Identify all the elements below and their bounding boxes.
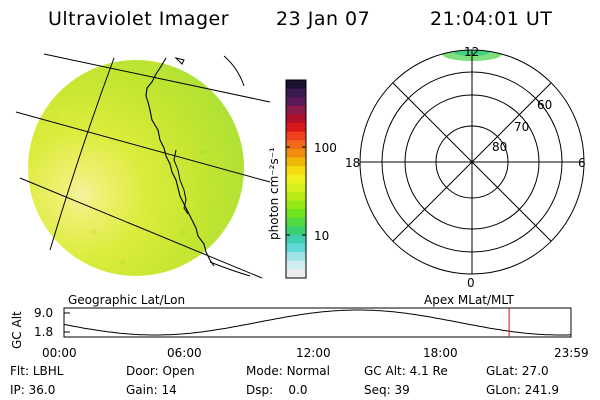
colorbar-stripe [286, 174, 306, 184]
grid-line [49, 57, 115, 251]
info-dsp: Dsp: 0.0 [246, 383, 308, 397]
mlt-label-6: 6 [578, 156, 586, 170]
colorbar-stripe [286, 157, 306, 167]
peninsula-coastline [173, 149, 189, 215]
colorbar-stripe [286, 105, 306, 116]
mlt-label-0: 0 [467, 276, 475, 290]
colorbar-stripes [286, 80, 306, 279]
colorbar-stripe [286, 123, 306, 133]
colorbar-stripe [286, 226, 306, 236]
globe-disk [28, 60, 244, 276]
grid-line [209, 261, 251, 277]
altitude-curve [63, 309, 572, 336]
polar-diagonal [392, 82, 552, 242]
mlat-label-80: 80 [492, 140, 508, 154]
info-mode: Mode: Normal [246, 364, 330, 378]
colorbar-stripe [286, 166, 306, 176]
polar-plot [359, 49, 585, 275]
grid-line [223, 55, 245, 87]
grid-line [19, 177, 263, 279]
timeline-ytick-1-8: 1.8 [34, 325, 54, 339]
colorbar-stripe [286, 243, 306, 253]
colorbar-stripe [286, 260, 306, 270]
date-label: 23 Jan 07 [276, 8, 371, 30]
info-glon: GLon: 241.9 [486, 383, 559, 397]
colorbar-stripe [286, 234, 306, 245]
colorbar-stripe [286, 88, 306, 98]
info-ip: IP: 36.0 [10, 383, 56, 397]
timeline-ytick-9: 9.0 [34, 306, 54, 320]
colorbar-stripe [286, 114, 306, 124]
info-glat: GLat: 27.0 [486, 364, 549, 378]
colorbar-stripe [286, 80, 306, 90]
geographic-globe [15, 53, 271, 279]
timeline-xtick-1800: 18:00 [423, 346, 458, 360]
mlat-label-70: 70 [514, 120, 530, 134]
info-door: Door: Open [126, 364, 195, 378]
instrument-title: Ultraviolet Imager [48, 8, 230, 30]
altitude-timeline [63, 307, 572, 338]
colorbar-stripe [286, 131, 306, 141]
timeline-xtick-0000: 00:00 [42, 346, 77, 360]
mlt-label-18: 18 [345, 156, 361, 170]
colorbar-stripe [286, 97, 306, 107]
colorbar-tick-100: 100 [314, 141, 337, 155]
colorbar-stripe [286, 183, 306, 193]
info-gain: Gain: 14 [126, 383, 177, 397]
colorbar-stripe [286, 200, 306, 210]
colorbar-stripe [286, 191, 306, 202]
mlat-label-60: 60 [537, 98, 553, 112]
colorbar [285, 79, 307, 279]
colorbar-stripe [286, 252, 306, 262]
info-seq: Seq: 39 [364, 383, 410, 397]
colorbar-stripe [286, 148, 306, 159]
geographic-panel-label: Geographic Lat/Lon [68, 293, 186, 307]
coastline [145, 57, 215, 267]
colorbar-stripe [286, 140, 306, 150]
info-filter: Flt: LBHL [10, 364, 64, 378]
timeline-xtick-2359: 23:59 [554, 346, 589, 360]
timeline-ylabel: GC Alt [10, 311, 24, 349]
colorbar-unit-label: photon cm⁻²s⁻¹ [267, 147, 281, 240]
timeline-xtick-1200: 12:00 [296, 346, 331, 360]
mlt-label-12: 12 [464, 45, 480, 59]
info-gc-alt: GC Alt: 4.1 Re [364, 364, 448, 378]
time-label: 21:04:01 UT [430, 8, 553, 30]
colorbar-stripe [286, 217, 306, 227]
colorbar-tick-10: 10 [314, 229, 330, 243]
grid-line [43, 53, 271, 103]
timeline-xtick-0600: 06:00 [167, 346, 202, 360]
colorbar-stripe [286, 269, 306, 279]
grid-line [15, 111, 271, 183]
timeline-frame [63, 307, 572, 338]
colorbar-frame [285, 79, 307, 279]
polar-panel-label: Apex MLat/MLT [424, 293, 514, 307]
colorbar-stripe [286, 209, 306, 219]
